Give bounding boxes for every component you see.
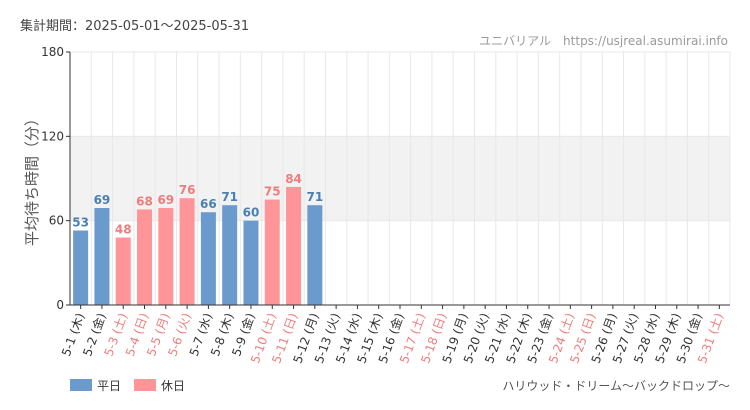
value-label: 48 (115, 223, 132, 237)
y-tick-label: 0 (56, 298, 64, 312)
bar-5-1 (73, 230, 89, 305)
value-label: 60 (243, 206, 260, 220)
y-tick-label: 180 (41, 45, 64, 59)
bar-5-2 (94, 208, 110, 305)
bar-5-4 (137, 209, 153, 305)
gridlines (69, 51, 731, 306)
bar-5-11 (286, 186, 302, 305)
value-label: 84 (285, 172, 302, 186)
value-label: 71 (221, 190, 238, 204)
y-axis-label: 平均待ち時間（分） (23, 111, 41, 246)
bar-5-8 (222, 205, 238, 305)
value-label: 71 (306, 190, 323, 204)
bar-5-3 (115, 237, 131, 305)
y-tick-label: 60 (49, 214, 64, 228)
legend-swatch-holiday (134, 379, 156, 391)
period-label: 集計期間：2025-05-01～2025-05-31 (20, 18, 249, 34)
y-axis: 0 60 120 180 (41, 45, 71, 312)
bar-5-12 (307, 205, 323, 305)
value-label: 68 (136, 194, 153, 208)
plot-area: 0 60 120 180 53 69 48 68 69 76 66 71 60 75 84 71 5-1 (… (41, 45, 731, 365)
site-credit: ユニバリアル https://usjreal.asumirai.info (479, 34, 728, 48)
legend-label-holiday: 休日 (161, 379, 185, 393)
bar-5-6 (179, 198, 195, 305)
bars (73, 186, 323, 305)
legend: 平日 休日 (70, 379, 185, 393)
bar-5-9 (243, 220, 259, 305)
legend-label-weekday: 平日 (97, 379, 121, 393)
value-label: 69 (157, 193, 174, 207)
bar-5-10 (264, 199, 280, 305)
x-axis: 5-1 (木)5-2 (金)5-3 (土)5-4 (日)5-5 (月)5-6 (… (59, 304, 730, 365)
value-label: 69 (94, 193, 111, 207)
value-label: 75 (264, 185, 281, 199)
bar-5-5 (158, 208, 174, 305)
legend-swatch-weekday (70, 379, 92, 391)
bar-5-7 (200, 212, 216, 305)
value-label: 76 (179, 183, 196, 197)
value-label: 53 (72, 216, 89, 230)
value-labels: 53 69 48 68 69 76 66 71 60 75 84 71 (72, 172, 323, 237)
value-label: 66 (200, 197, 217, 211)
attraction-name: ハリウッド・ドリーム～バックドロップ～ (502, 379, 730, 393)
y-tick-label: 120 (41, 129, 64, 143)
